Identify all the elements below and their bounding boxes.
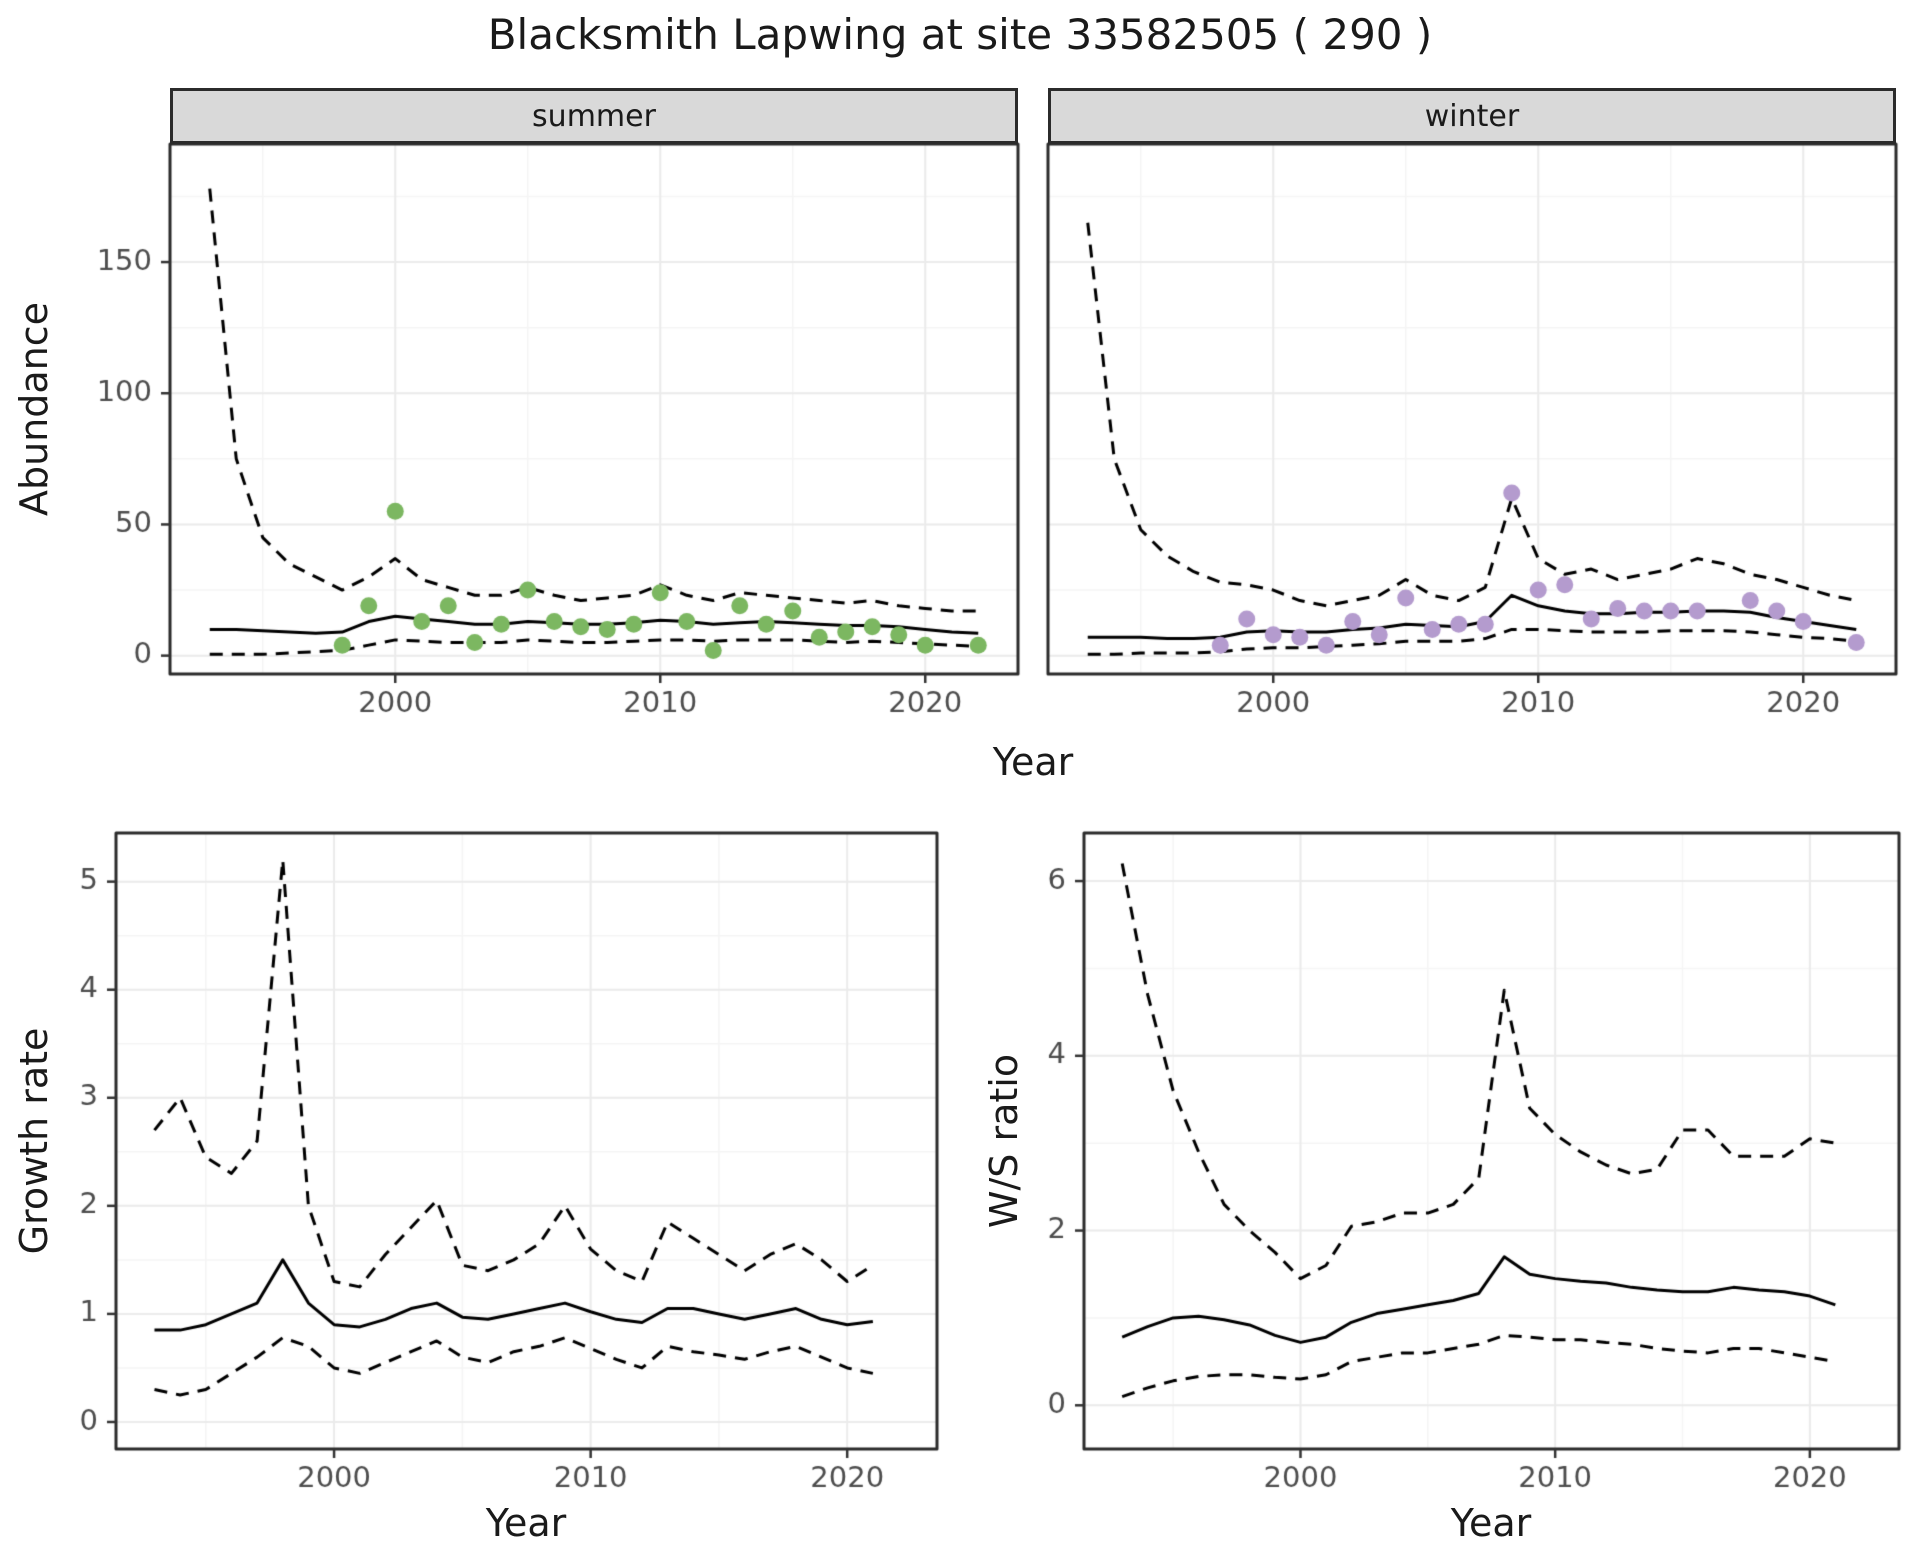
x-axis-label-year-bottom-right: Year [1450,1501,1532,1545]
y-axis-label-abundance: Abundance [12,301,56,517]
y-axis-label-growth-rate: Growth rate [12,1027,56,1255]
x-axis-label-year-top: Year [992,740,1074,784]
facet-strip-winter: winter [1048,88,1896,144]
chart-title: Blacksmith Lapwing at site 33582505 ( 29… [487,10,1433,59]
facet-strip-summer-label: summer [532,98,656,134]
facet-strip-winter-label: winter [1424,98,1520,134]
facet-strip-summer: summer [170,88,1018,144]
y-axis-label-ws-ratio: W/S ratio [982,1053,1026,1229]
x-axis-label-year-bottom-left: Year [485,1501,567,1545]
